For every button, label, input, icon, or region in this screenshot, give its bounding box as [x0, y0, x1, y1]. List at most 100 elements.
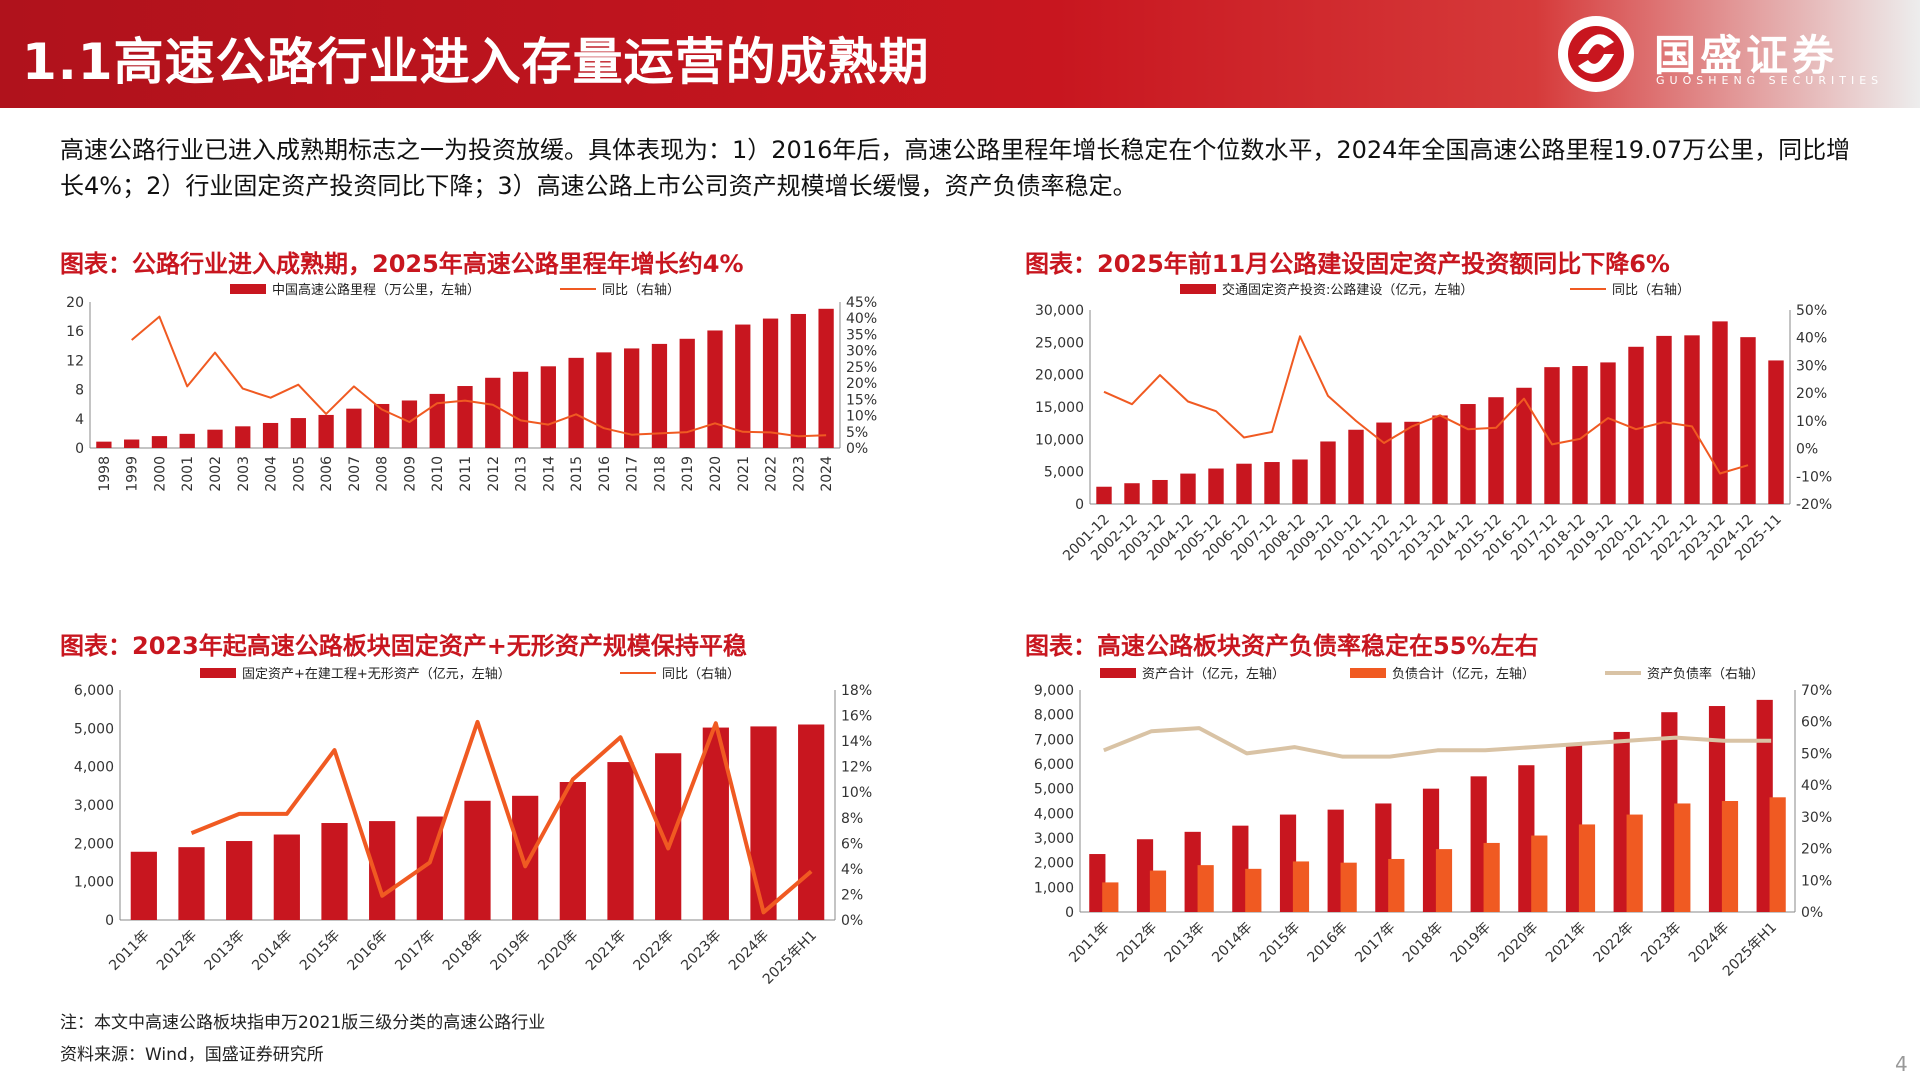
chart2-ytick-right: 20% [1796, 386, 1827, 402]
chart3-ytick-left: 2,000 [74, 836, 114, 852]
chart1-bar-1 [235, 426, 251, 448]
footnote-source: 资料来源：Wind，国盛证券研究所 [60, 1045, 324, 1065]
chart4-ytick-right: 30% [1801, 810, 1832, 826]
chart1-bar-1 [374, 403, 390, 448]
chart1-ytick-right: 20% [846, 376, 877, 392]
chart3-ytick-right: 18% [841, 683, 872, 699]
chart4-bar-2 [1674, 803, 1691, 912]
chart1-ytick-right: 25% [846, 360, 877, 376]
chart4-xtick: 2023年 [1638, 920, 1684, 966]
chart3-xtick: 2019年 [488, 928, 534, 974]
chart1-ytick-left: 20 [66, 295, 84, 311]
chart3-xtick: 2020年 [535, 928, 581, 974]
chart3-ytick-right: 14% [841, 734, 872, 750]
chart3-ytick-right: 0% [841, 913, 863, 929]
chart1-bar-1 [457, 386, 473, 448]
chart1-xtick: 2008 [375, 456, 391, 492]
chart3-bar-1 [273, 834, 300, 920]
chart2-bar-1 [1460, 404, 1476, 504]
chart4-xtick: 2017年 [1352, 920, 1398, 966]
chart4-xtick: 2019年 [1448, 920, 1494, 966]
chart1-xtick: 2003 [236, 456, 252, 492]
chart1-bar-1 [179, 433, 195, 448]
chart4-ytick-right: 70% [1801, 683, 1832, 699]
chart-1-mileage: 0 4 8 12 16 20 0%5%10%15%20%25%30%35%40%45% 199… [66, 282, 877, 492]
chart1-bar-1 [596, 352, 612, 448]
chart2-bar-1 [1292, 459, 1308, 504]
chart1-ytick-left: 12 [66, 353, 84, 369]
chart2-bar-1 [1404, 421, 1420, 504]
chart1-xtick: 2005 [291, 456, 307, 492]
chart4-ytick-left: 1,000 [1034, 880, 1074, 896]
chart4-bar-1 [1232, 825, 1249, 912]
chart4-ytick-right: 40% [1801, 778, 1832, 794]
chart4-xtick: 2018年 [1400, 920, 1446, 966]
chart2-bar-1 [1320, 441, 1336, 504]
chart1-bar-1 [707, 330, 723, 448]
chart3-xtick: 2018年 [440, 928, 486, 974]
chart1-xtick: 1998 [97, 456, 113, 492]
chart2-ytick-left: 5,000 [1044, 465, 1084, 481]
chart2-bar-1 [1628, 346, 1644, 504]
chart2-bar-1 [1264, 462, 1280, 504]
chart2-ytick-right: -20% [1796, 497, 1832, 513]
chart2-ytick-right: 0% [1796, 442, 1818, 458]
chart3-bar-1 [130, 851, 157, 920]
chart1-xtick: 2016 [597, 456, 613, 492]
chart4-ytick-left: 4,000 [1034, 806, 1074, 822]
chart1-bar-1 [679, 338, 695, 448]
chart4-ytick-right: 20% [1801, 842, 1832, 858]
chart1-xtick: 2009 [402, 456, 418, 492]
chart4-xtick: 2020年 [1495, 920, 1541, 966]
chart3-ytick-right: 10% [841, 785, 872, 801]
chart1-ytick-right: 30% [846, 344, 877, 360]
chart4-legend-swatch-2 [1350, 668, 1386, 678]
chart4-line-1 [1103, 726, 1772, 759]
chart1-bar-1 [318, 414, 334, 448]
chart3-bar-1 [750, 726, 777, 920]
chart3-xtick: 2016年 [345, 928, 391, 974]
chart4-bar-1 [1327, 809, 1344, 912]
chart2-bar-1 [1376, 422, 1392, 504]
chart2-bar-1 [1572, 366, 1588, 504]
chart1-ytick-left: 16 [66, 324, 84, 340]
chart-4-debt-ratio: 0 1,000 2,000 3,000 4,000 5,000 6,000 7,000 8,00… [1034, 666, 1832, 980]
chart3-ytick-left: 0 [105, 913, 114, 929]
chart3-ytick-right: 2% [841, 887, 863, 903]
chart1-bar-1 [290, 418, 306, 448]
chart2-ytick-left: 10,000 [1035, 432, 1084, 448]
chart3-ytick-left: 5,000 [74, 721, 114, 737]
chart1-xtick: 2004 [264, 456, 280, 492]
chart4-xtick: 2022年 [1591, 920, 1637, 966]
chart1-bar-1 [762, 318, 779, 448]
chart1-bar-1 [540, 366, 556, 448]
chart4-ytick-right: 50% [1801, 746, 1832, 762]
chart3-xtick: 2021年 [583, 928, 629, 974]
chart1-xtick: 2007 [347, 456, 363, 492]
header-banner: 1.1高速公路行业进入存量运营的成熟期 国盛证券 GUOSHENG SECURI… [0, 0, 1920, 108]
chart3-ytick-right: 4% [841, 862, 863, 878]
chart1-bar-1 [512, 371, 529, 448]
chart4-ytick-left: 0 [1065, 905, 1074, 921]
chart4-legend-label-2: 负债合计（亿元，左轴） [1392, 667, 1535, 682]
chart3-line-1 [190, 719, 813, 915]
chart4-bar-2 [1721, 801, 1739, 912]
chart2-ytick-left: 15,000 [1035, 400, 1084, 416]
chart1-bar-1 [568, 357, 584, 448]
chart1-bar-1 [624, 348, 640, 448]
chart1-xtick: 2000 [152, 456, 168, 492]
chart3-ytick-right: 12% [841, 760, 872, 776]
chart2-legend-swatch-1 [1180, 284, 1216, 294]
chart4-bar-2 [1531, 835, 1548, 912]
chart3-bar-1 [559, 782, 586, 920]
chart4-bar-1 [1565, 745, 1583, 912]
chart1-bar-1 [151, 436, 168, 448]
chart1-xtick: 2022 [764, 456, 780, 492]
chart2-bar-1 [1180, 473, 1196, 504]
chart4-bar-1 [1422, 788, 1440, 912]
chart4-bar-2 [1388, 858, 1405, 912]
logo-name: 国盛证券 [1654, 31, 1839, 80]
chart1-bar-1 [262, 422, 279, 448]
chart4-bar-1 [1661, 712, 1678, 912]
chart2-bar-1 [1348, 429, 1364, 504]
